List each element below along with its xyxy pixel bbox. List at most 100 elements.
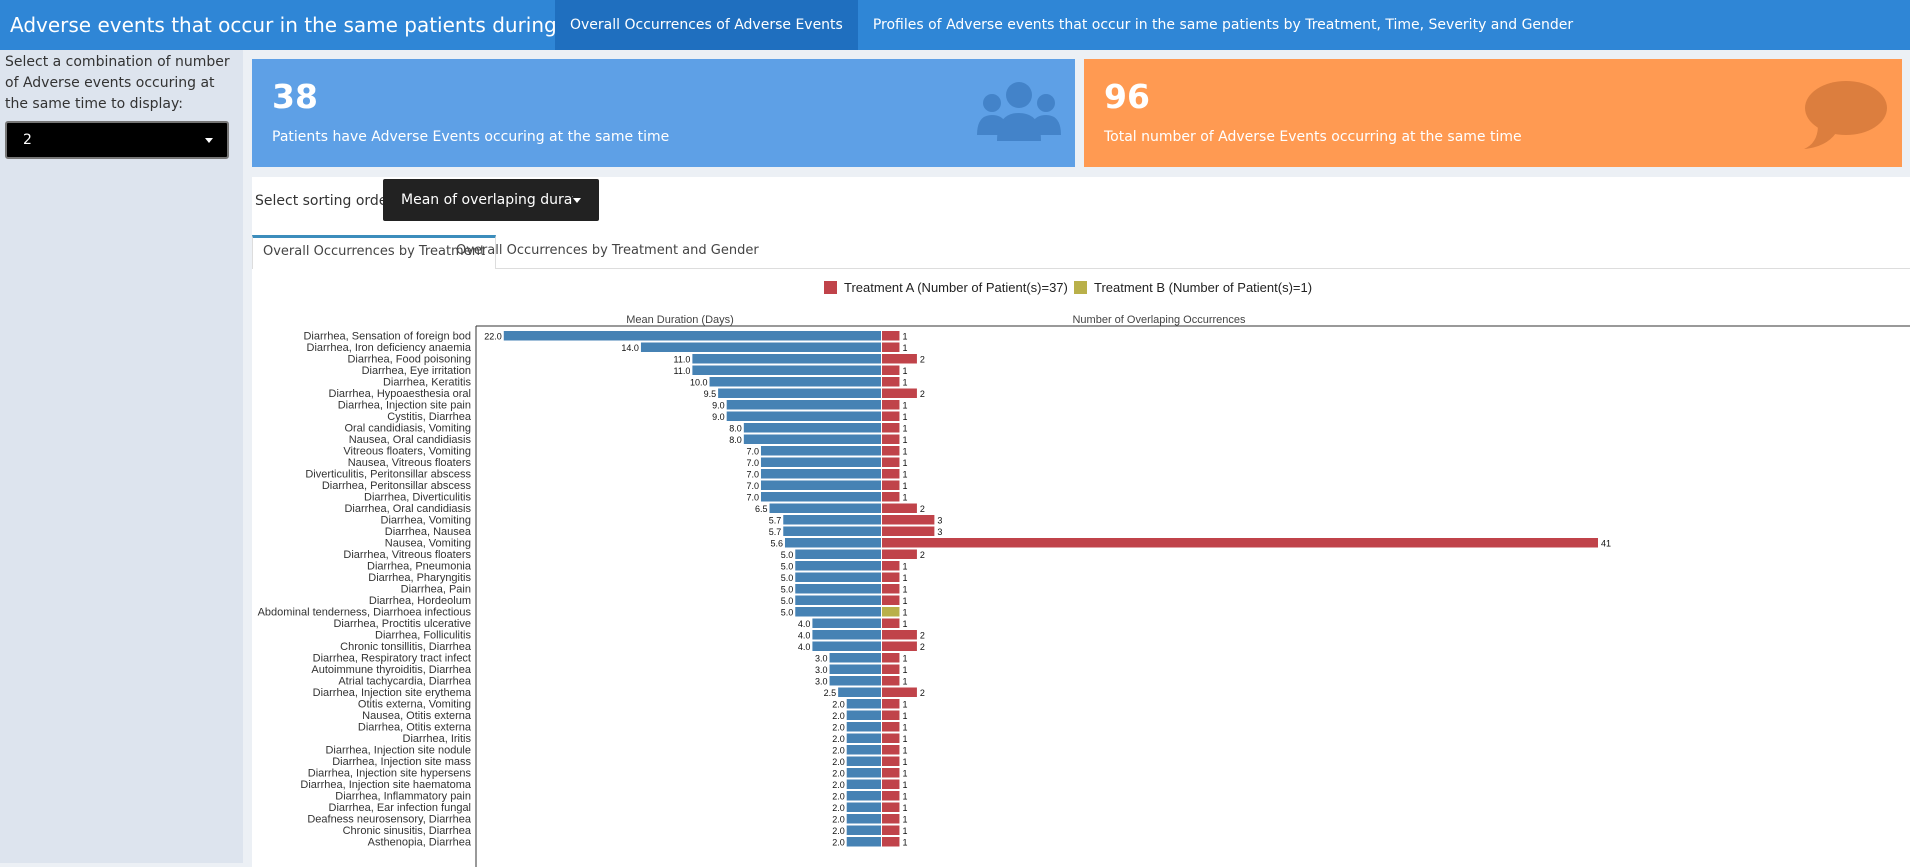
- occurrence-chart: Treatment A (Number of Patient(s)=37) Tre…: [258, 280, 1910, 867]
- occurrence-label: 1: [902, 366, 907, 376]
- category-label: Vitreous floaters, Vomiting: [343, 445, 471, 457]
- category-label: Diarrhea, Iron deficiency anaemia: [307, 342, 472, 354]
- occurrence-bar: [882, 607, 900, 617]
- legend-swatch: [824, 281, 837, 294]
- duration-label: 2.0: [832, 826, 845, 836]
- chart-panel: Select sorting order: Mean of overlaping…: [252, 177, 1910, 867]
- duration-label: 2.0: [832, 803, 845, 813]
- occurrence-label: 3: [937, 527, 942, 537]
- occurrence-label: 1: [902, 412, 907, 422]
- duration-bar: [846, 756, 881, 766]
- category-label: Otitis externa, Vomiting: [358, 698, 471, 710]
- occurrence-bar: [882, 331, 900, 341]
- duration-label: 2.0: [832, 711, 845, 721]
- duration-label: 2.0: [832, 722, 845, 732]
- duration-bar: [769, 503, 881, 513]
- tab-by-treatment[interactable]: Overall Occurrences by Treatment: [252, 235, 497, 269]
- occurrence-label: 1: [902, 435, 907, 445]
- duration-bar: [838, 687, 881, 697]
- duration-label: 5.0: [781, 607, 794, 617]
- category-label: Atrial tachycardia, Diarrhea: [338, 675, 472, 687]
- category-label: Diarrhea, Peritonsillar abscess: [322, 480, 472, 492]
- occurrence-bar: [882, 411, 900, 421]
- duration-bar: [709, 377, 881, 387]
- duration-label: 2.0: [832, 814, 845, 824]
- occurrence-label: 1: [902, 711, 907, 721]
- tab-by-treatment-gender[interactable]: Overall Occurrences by Treatment and Gen…: [456, 243, 759, 258]
- combination-select-value: 2: [23, 132, 32, 148]
- patients-text: Patients have Adverse Events occuring at…: [272, 129, 670, 145]
- occurrence-bar: [882, 434, 900, 444]
- navbar: Adverse events that occur in the same pa…: [0, 0, 1910, 50]
- chart-tabs: Overall Occurrences by Treatment Overall…: [252, 235, 1910, 269]
- duration-label: 9.0: [712, 400, 725, 410]
- duration-label: 11.0: [674, 354, 691, 364]
- duration-label: 2.0: [832, 768, 845, 778]
- duration-bar: [726, 411, 881, 421]
- duration-bar: [760, 446, 881, 456]
- duration-bar: [795, 549, 881, 559]
- caret-down-icon: [205, 137, 213, 143]
- patients-value-box: 38 Patients have Adverse Events occuring…: [252, 59, 1075, 167]
- events-count: 96: [1104, 77, 1150, 116]
- occurrence-label: 1: [902, 561, 907, 571]
- duration-bar: [743, 434, 881, 444]
- category-label: Diarrhea, Hordeolum: [369, 595, 471, 607]
- occurrence-label: 2: [920, 354, 925, 364]
- duration-label: 11.0: [674, 366, 691, 376]
- occurrence-label: 1: [902, 446, 907, 456]
- category-label: Diarrhea, Injection site nodule: [325, 744, 471, 756]
- duration-label: 7.0: [746, 481, 759, 491]
- duration-bar: [846, 825, 881, 835]
- occurrence-bar: [882, 388, 917, 398]
- nav-tab-profiles[interactable]: Profiles of Adverse events that occur in…: [872, 17, 1574, 33]
- sidebar: Select a combination of number of Advers…: [0, 50, 243, 863]
- category-label: Diarrhea, Food poisoning: [347, 353, 471, 365]
- combination-select[interactable]: 2: [5, 121, 229, 159]
- duration-bar: [846, 699, 881, 709]
- category-label: Diarrhea, Respiratory tract infect: [313, 652, 471, 664]
- duration-bar: [640, 342, 881, 352]
- occurrence-label: 1: [902, 377, 907, 387]
- occurrence-label: 1: [902, 607, 907, 617]
- duration-label: 2.5: [824, 688, 837, 698]
- category-label: Diarrhea, Proctitis ulcerative: [333, 618, 471, 630]
- combination-select-label: Select a combination of number of Advers…: [5, 54, 230, 112]
- duration-label: 2.0: [832, 745, 845, 755]
- category-label: Asthenopia, Diarrhea: [368, 836, 472, 848]
- duration-label: 8.0: [729, 423, 742, 433]
- occurrence-label: 1: [902, 814, 907, 824]
- category-label: Diarrhea, Vomiting: [381, 514, 472, 526]
- occurrence-label: 1: [902, 492, 907, 502]
- category-label: Diarrhea, Otitis externa: [358, 721, 472, 733]
- duration-bar: [829, 664, 881, 674]
- occurrence-bar: [882, 825, 900, 835]
- nav-tab-overall[interactable]: Overall Occurrences of Adverse Events: [555, 0, 858, 50]
- duration-label: 5.0: [781, 584, 794, 594]
- occurrence-bar: [882, 768, 900, 778]
- occurrence-label: 1: [902, 745, 907, 755]
- legend-label: Treatment A (Number of Patient(s)=37): [844, 280, 1068, 295]
- occurrence-label: 1: [902, 791, 907, 801]
- category-label: Diverticulitis, Peritonsillar abscess: [305, 468, 471, 480]
- occurrence-bar: [882, 561, 900, 571]
- duration-bar: [846, 802, 881, 812]
- occurrence-label: 1: [902, 573, 907, 583]
- duration-bar: [503, 331, 881, 341]
- occurrence-label: 1: [902, 676, 907, 686]
- duration-label: 9.0: [712, 412, 725, 422]
- sorting-select[interactable]: Mean of overlaping duration of ev: [383, 179, 599, 221]
- category-label: Diarrhea, Eye irritation: [362, 365, 471, 377]
- duration-label: 2.0: [832, 791, 845, 801]
- occurrence-label: 1: [902, 584, 907, 594]
- occurrence-label: 1: [902, 619, 907, 629]
- events-text: Total number of Adverse Events occurring…: [1104, 129, 1522, 145]
- occurrence-bar: [882, 676, 900, 686]
- occurrence-label: 1: [902, 481, 907, 491]
- duration-bar: [726, 400, 881, 410]
- occurrence-bar: [882, 492, 900, 502]
- occurrence-bar: [882, 664, 900, 674]
- occurrence-label: 1: [902, 768, 907, 778]
- occurrence-bar: [882, 480, 900, 490]
- duration-label: 7.0: [746, 492, 759, 502]
